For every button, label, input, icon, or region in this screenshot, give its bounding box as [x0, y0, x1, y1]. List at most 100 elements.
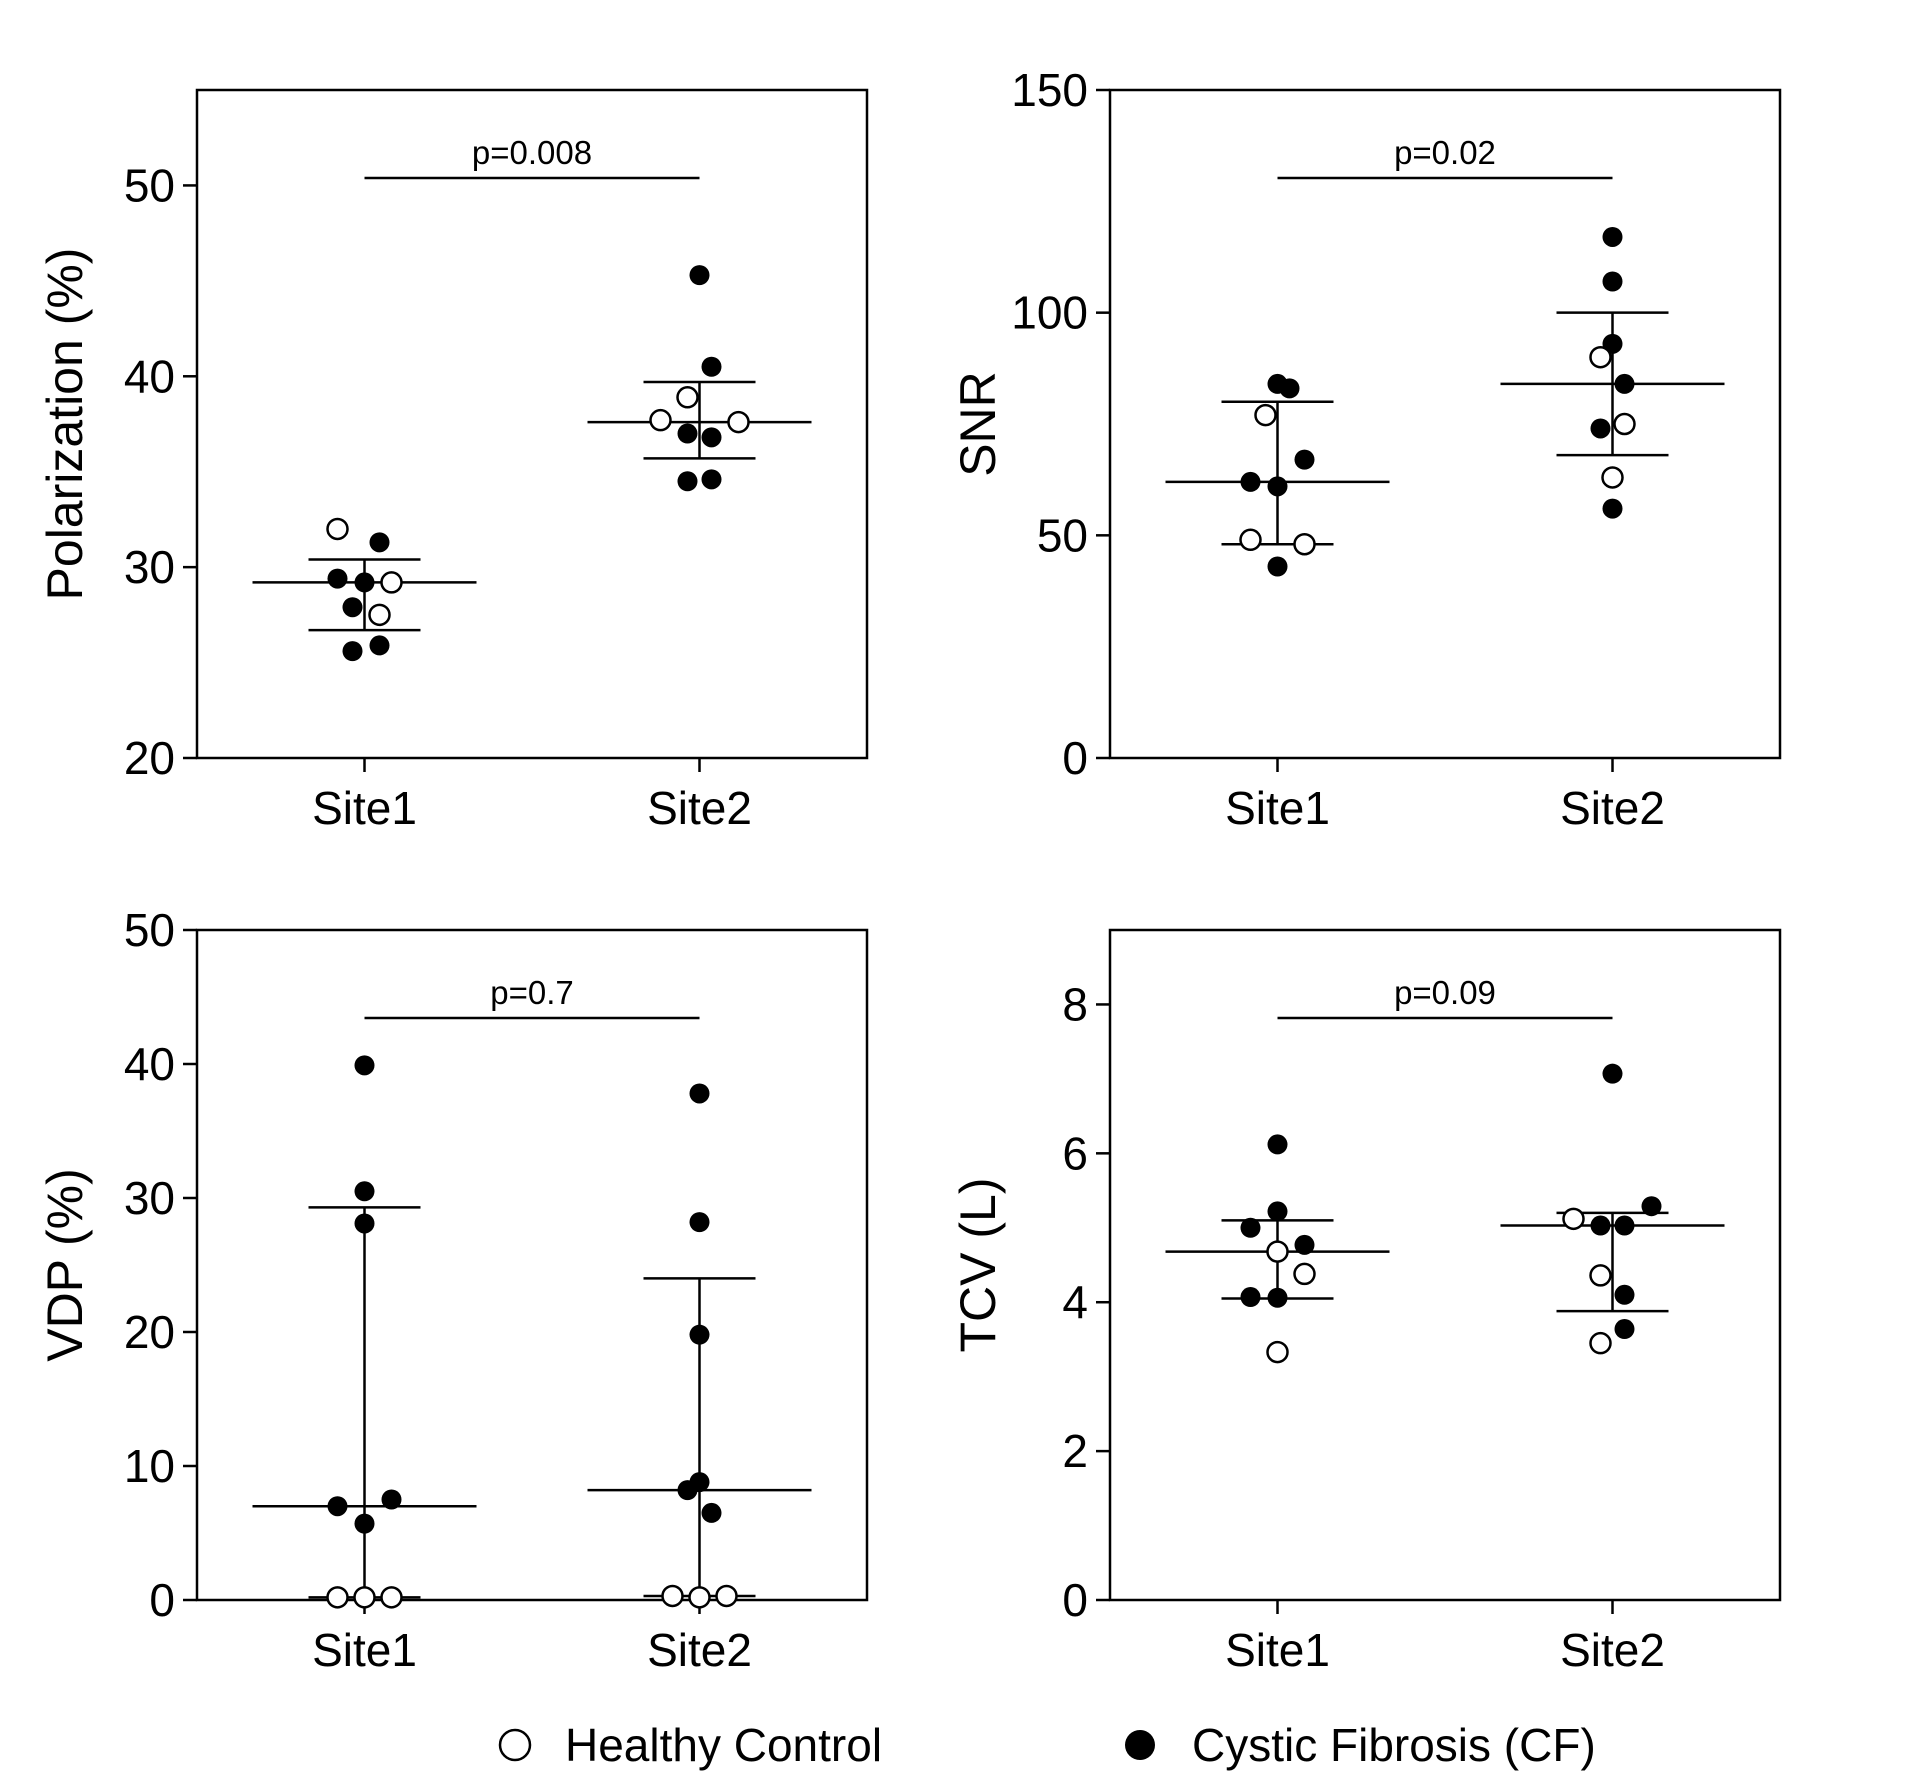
y-tick-label: 100 — [1011, 287, 1088, 339]
x-tick-label: Site1 — [1225, 1624, 1330, 1676]
cf-point — [327, 568, 348, 589]
cf-point — [1614, 373, 1635, 394]
y-tick-label: 30 — [124, 541, 175, 593]
cf-point — [1240, 1287, 1261, 1308]
cf-point — [677, 1480, 698, 1501]
y-tick-label: 6 — [1062, 1127, 1088, 1179]
cf-point — [369, 532, 390, 553]
cf-point — [689, 1212, 710, 1233]
x-tick-label: Site2 — [647, 1624, 752, 1676]
y-axis-label: TCV (L) — [950, 1178, 1006, 1353]
healthy-control-point — [1562, 1207, 1585, 1231]
healthy-control-point — [1601, 466, 1624, 489]
legend: Healthy Control Cystic Fibrosis (CF) — [498, 1719, 1596, 1771]
healthy-control-point — [715, 1584, 738, 1608]
healthy-control-point — [1266, 1240, 1289, 1263]
y-tick-label: 30 — [124, 1172, 175, 1224]
cf-point — [369, 635, 390, 656]
y-tick-label: 20 — [124, 732, 175, 784]
cf-point — [677, 471, 698, 492]
cf-point — [381, 1489, 402, 1510]
cf-point — [1641, 1196, 1662, 1217]
y-tick-label: 2 — [1062, 1425, 1088, 1477]
cf-point — [1602, 498, 1623, 519]
x-tick-label: Site1 — [312, 782, 417, 834]
chart-1: 20 30 40 50 Site1 Site2 Polarization (%) p=0.00… — [37, 88, 869, 834]
y-tick-label: 0 — [149, 1574, 175, 1626]
healthy-control-point — [1589, 1331, 1612, 1355]
legend-healthy-label: Healthy Control — [565, 1719, 882, 1771]
y-tick-label: 10 — [124, 1440, 175, 1492]
healthy-control-point — [1266, 1340, 1289, 1364]
cf-point — [1267, 1287, 1288, 1308]
legend-cf-label: Cystic Fibrosis (CF) — [1192, 1719, 1596, 1771]
x-tick-label: Site2 — [1560, 1624, 1665, 1676]
p-value-label: p=0.7 — [490, 974, 574, 1011]
y-axis-label: VDP (%) — [37, 1168, 93, 1362]
healthy-control-point — [649, 408, 672, 432]
x-tick-label: Site2 — [647, 782, 752, 834]
chart-4: 0 2 4 6 8 Site1 Site2 TCV (L) p=0.09 — [950, 928, 1782, 1676]
y-tick-label: 50 — [124, 904, 175, 956]
cf-point — [327, 1496, 348, 1517]
y-axis-label: SNR — [950, 371, 1006, 477]
cf-point — [701, 1502, 722, 1523]
p-value-label: p=0.008 — [472, 134, 592, 171]
cf-point — [1590, 418, 1611, 439]
y-tick-label: 40 — [124, 350, 175, 402]
cf-point — [354, 572, 375, 593]
cf-point — [1267, 1201, 1288, 1222]
cf-point — [1294, 449, 1315, 470]
cf-point — [701, 469, 722, 490]
healthy-control-point — [1589, 345, 1612, 369]
cf-point — [342, 597, 363, 618]
y-tick-label: 50 — [1037, 509, 1088, 561]
cf-point — [689, 1083, 710, 1104]
cf-point — [1602, 226, 1623, 247]
plot-frame — [1108, 88, 1782, 760]
cf-point — [354, 1181, 375, 1202]
cf-point — [701, 427, 722, 448]
healthy-control-point — [326, 1586, 349, 1609]
y-tick-label: 50 — [124, 159, 175, 211]
x-tick-label: Site1 — [312, 1624, 417, 1676]
healthy-control-point — [1239, 528, 1262, 552]
healthy-control-point — [661, 1584, 684, 1608]
cf-point — [701, 356, 722, 377]
cf-point — [1602, 271, 1623, 292]
healthy-control-point — [368, 603, 391, 627]
healthy-control-point — [1293, 1262, 1316, 1286]
p-value-label: p=0.02 — [1394, 134, 1496, 171]
healthy-control-point — [1254, 403, 1277, 427]
y-tick-label: 8 — [1062, 978, 1088, 1030]
chart-3: 0 10 20 30 40 50 Site1 Site2 VDP (%) p=0.7 — [37, 904, 869, 1676]
y-tick-label: 40 — [124, 1038, 175, 1090]
healthy-control-point — [1613, 412, 1636, 436]
healthy-control-point — [380, 571, 403, 594]
x-tick-label: Site2 — [1560, 782, 1665, 834]
plot-frame — [195, 88, 869, 760]
cf-point — [677, 423, 698, 444]
cf-point — [1240, 1217, 1261, 1238]
chart-2: 0 50 100 150 Site1 Site2 SNR p=0.02 — [950, 64, 1782, 834]
y-tick-label: 150 — [1011, 64, 1088, 116]
cf-point — [342, 641, 363, 662]
cf-point — [1590, 1215, 1611, 1236]
y-tick-label: 4 — [1062, 1276, 1088, 1328]
healthy-control-point — [1589, 1264, 1612, 1287]
cf-point — [1614, 1319, 1635, 1340]
cf-point — [354, 1055, 375, 1076]
legend-healthy-marker — [498, 1728, 532, 1762]
cf-point — [1294, 1234, 1315, 1255]
cf-point — [689, 265, 710, 286]
healthy-control-point — [353, 1586, 376, 1609]
healthy-control-point — [1293, 532, 1316, 556]
healthy-control-point — [326, 517, 349, 541]
cf-point — [354, 1513, 375, 1534]
healthy-control-point — [727, 410, 750, 434]
cf-point — [1267, 1134, 1288, 1155]
cf-point — [689, 1324, 710, 1345]
x-tick-label: Site1 — [1225, 782, 1330, 834]
p-value-label: p=0.09 — [1394, 974, 1496, 1011]
